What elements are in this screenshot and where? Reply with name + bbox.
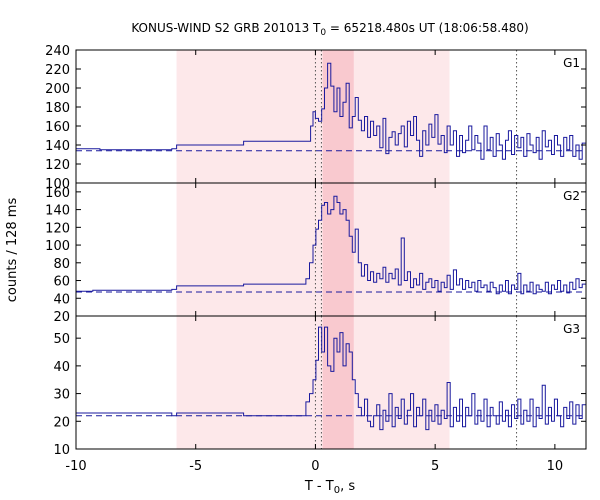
x-tick-label: -5 <box>189 459 202 474</box>
y-tick-label: 20 <box>53 310 70 325</box>
y-tick-label: 40 <box>53 292 70 307</box>
x-tick-label: -10 <box>65 459 86 474</box>
y-tick-label: 120 <box>45 221 70 236</box>
panel-g3: 10 20 30 40 50 G3 <box>53 315 587 458</box>
y-tick-label: 180 <box>45 101 70 116</box>
y-tick-label: 140 <box>45 204 70 219</box>
plot-area: 100120140160180200220240G120406080100120… <box>45 44 587 474</box>
y-tick-label: 60 <box>53 275 70 290</box>
x-tick-label: 10 <box>547 459 564 474</box>
x-axis-label: T - T0, s <box>304 479 355 496</box>
y-tick-label: 40 <box>53 360 70 375</box>
panel-frame <box>75 315 587 450</box>
panel-g1: 100 120 140 160 180 200 220 240 G1 <box>45 44 587 192</box>
y-tick-label: 80 <box>53 257 70 272</box>
x-tick-label: 0 <box>311 459 319 474</box>
x-tick-label: 5 <box>431 459 439 474</box>
panel-g2: 20 40 60 80 100 120 140 160 G2 <box>45 182 587 325</box>
light-curve-series <box>76 195 586 295</box>
y-tick-label: 100 <box>45 177 70 192</box>
y-tick-label: 160 <box>45 120 70 135</box>
y-tick-label: 220 <box>45 63 70 78</box>
y-tick-label: 200 <box>45 82 70 97</box>
panel-label-g3: G3 <box>563 322 580 336</box>
y-tick-label: 30 <box>53 388 70 403</box>
panel-label-g2: G2 <box>563 189 580 203</box>
y-tick-label: 50 <box>53 332 70 347</box>
y-tick-label: 240 <box>45 44 70 59</box>
y-axis-label: counts / 128 ms <box>5 198 20 303</box>
light-curve-series <box>76 62 586 160</box>
y-tick-label: 10 <box>53 443 70 458</box>
chart-title: KONUS-WIND S2 GRB 201013 T0 = 65218.480s… <box>131 21 528 38</box>
y-tick-label: 140 <box>45 139 70 154</box>
y-tick-label: 100 <box>45 239 70 254</box>
y-tick-label: 20 <box>53 415 70 430</box>
y-tick-label: 160 <box>45 186 70 201</box>
panel-label-g1: G1 <box>563 56 580 70</box>
y-tick-label: 120 <box>45 158 70 173</box>
light-curve-series <box>76 326 586 431</box>
